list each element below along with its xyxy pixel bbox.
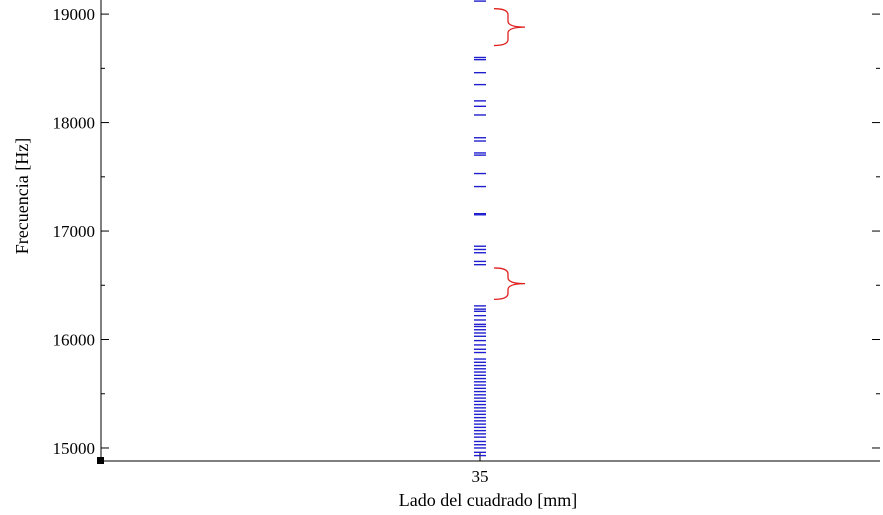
y-tick-label: 18000 <box>53 114 96 133</box>
axis-origin-marker <box>97 457 104 464</box>
data-marks <box>474 0 486 457</box>
annotations <box>493 8 526 301</box>
y-tick-label: 15000 <box>53 439 96 458</box>
x-axis-label: Lado del cuadrado [mm] <box>399 490 577 510</box>
curly-brace-annotation <box>493 8 526 47</box>
curly-brace-annotation <box>493 267 526 301</box>
y-tick-label: 17000 <box>53 222 96 241</box>
axes <box>97 0 880 464</box>
y-tick-label: 19000 <box>53 5 96 24</box>
x-tick-label: 35 <box>472 467 489 486</box>
y-axis-label: Frecuencia [Hz] <box>12 138 32 254</box>
y-ticks: 15000 16000 17000 18000 19000 35 <box>53 5 880 486</box>
y-tick-label: 16000 <box>53 331 96 350</box>
